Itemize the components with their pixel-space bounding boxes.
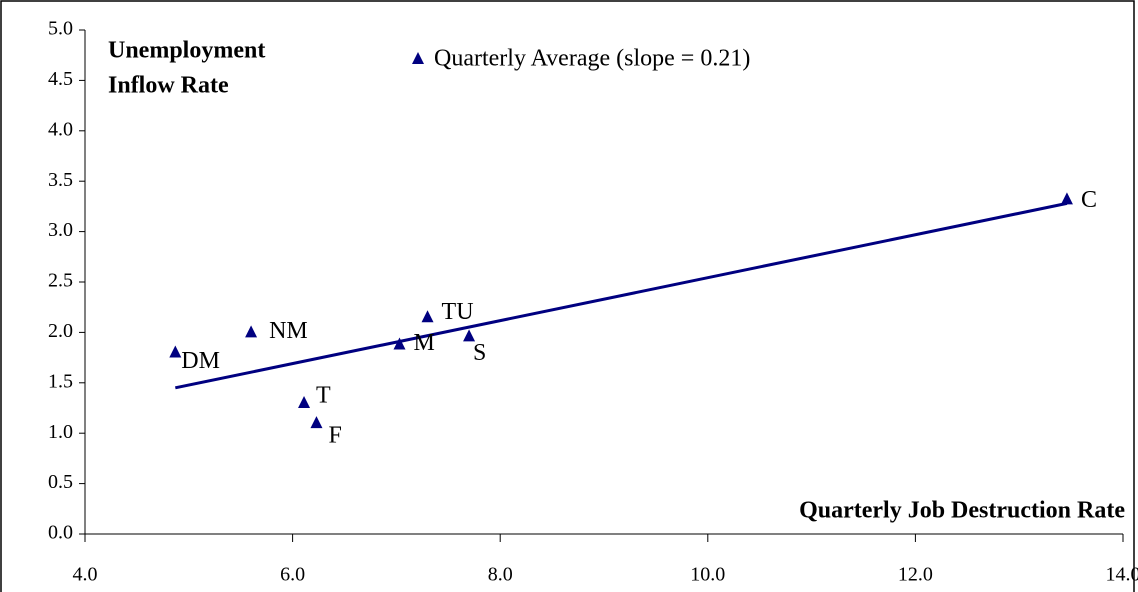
point <box>310 416 323 429</box>
point-label: M <box>414 330 435 356</box>
y-axis-label: Unemployment <box>108 38 265 64</box>
legend-marker <box>412 52 424 64</box>
point-label: S <box>473 340 486 366</box>
point-label: C <box>1081 187 1097 213</box>
x-tick-label: 6.0 <box>280 564 305 586</box>
y-tick-label: 0.5 <box>48 471 73 493</box>
y-tick-label: 2.5 <box>48 270 73 292</box>
point-label: DM <box>181 348 220 374</box>
point <box>463 329 476 342</box>
y-tick-label: 1.5 <box>48 370 73 392</box>
y-tick-label: 1.0 <box>48 421 73 443</box>
point <box>1060 192 1073 205</box>
x-tick-label: 8.0 <box>488 564 513 586</box>
x-axis-label: Quarterly Job Destruction Rate <box>799 498 1125 524</box>
y-tick-label: 3.0 <box>48 219 73 241</box>
y-axis-label: Inflow Rate <box>108 73 229 99</box>
trend-line <box>175 201 1068 390</box>
y-tick-label: 4.5 <box>48 68 73 90</box>
point <box>393 337 406 350</box>
point-label: T <box>316 382 331 408</box>
y-tick-label: 5.0 <box>48 18 73 40</box>
y-tick-label: 4.0 <box>48 118 73 140</box>
point-label: NM <box>269 318 308 344</box>
point-label: F <box>328 423 341 449</box>
y-tick-label: 3.5 <box>48 169 73 191</box>
point <box>298 395 311 408</box>
point <box>245 325 258 338</box>
x-tick-label: 12.0 <box>898 564 933 586</box>
legend-label: Quarterly Average (slope = 0.21) <box>434 46 750 72</box>
y-tick-label: 2.0 <box>48 320 73 342</box>
y-tick-label: 0.0 <box>48 522 73 544</box>
point-label: TU <box>442 299 474 325</box>
x-tick-label: 14.0 <box>1106 564 1138 586</box>
x-tick-label: 4.0 <box>73 564 98 586</box>
point <box>169 345 182 358</box>
x-tick-label: 10.0 <box>690 564 725 586</box>
point <box>421 310 434 323</box>
